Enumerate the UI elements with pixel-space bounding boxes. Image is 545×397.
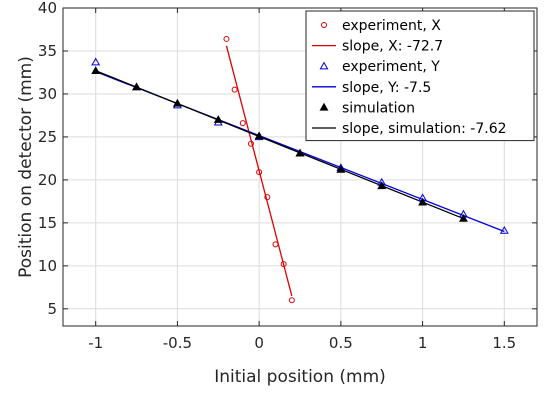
series-layer — [91, 35, 509, 304]
legend-entry-simulation: simulation — [319, 100, 415, 116]
data-point — [418, 197, 428, 206]
legend-entry-experiment-x: experiment, X — [321, 18, 441, 34]
y-tick-label: 15 — [38, 214, 57, 232]
legend-entry-slope-simulation-7-62: slope, simulation: -7.62 — [312, 121, 507, 137]
data-point — [336, 164, 346, 173]
data-point — [231, 86, 238, 93]
data-point — [239, 120, 246, 127]
legend-swatch — [319, 102, 329, 111]
series-slope-x-72-7 — [225, 45, 293, 297]
legend-entry-slope-y-7-5: slope, Y: -7.5 — [312, 80, 431, 96]
x-tick-label: 1.5 — [492, 334, 516, 352]
data-point — [91, 66, 101, 74]
data-point — [132, 82, 142, 91]
series-slope-simulation-7-62 — [95, 70, 464, 220]
legend-label: slope, X: -72.7 — [342, 39, 443, 55]
legend-label: experiment, Y — [342, 59, 440, 75]
axes: -1 -0.5 0 0.5 1 1.5 5 10 15 20 25 30 35 40 — [38, 0, 537, 352]
legend-entry-experiment-y: experiment, Y — [319, 59, 440, 75]
y-tick-label: 10 — [38, 257, 57, 275]
y-tick-label: 5 — [47, 300, 57, 318]
data-point — [288, 297, 295, 304]
x-tick-label: -1 — [88, 334, 103, 352]
data-point — [223, 35, 230, 42]
y-tick-label: 25 — [38, 128, 57, 146]
y-tick-label: 30 — [38, 85, 57, 103]
y-axis-label: Position on detector (mm) — [16, 56, 36, 278]
legend-label: slope, simulation: -7.62 — [342, 121, 507, 137]
x-tick-label: 1 — [418, 334, 428, 352]
data-point — [272, 241, 279, 248]
legend-swatch — [321, 22, 327, 28]
data-point — [247, 140, 254, 147]
data-point — [256, 169, 263, 176]
data-point — [377, 181, 387, 190]
legend-label: simulation — [342, 100, 415, 116]
y-tick-label: 20 — [38, 171, 57, 189]
data-point — [499, 225, 509, 234]
fit-line-slope-simulation-7-62 — [95, 70, 464, 220]
legend-box — [305, 10, 535, 142]
y-tick-label: 40 — [38, 0, 57, 17]
data-point — [295, 148, 305, 157]
legend: experiment, X slope, X: -72.7 experiment, … — [305, 10, 535, 142]
legend-entry-slope-x-72-7: slope, X: -72.7 — [312, 39, 443, 55]
legend-label: slope, Y: -7.5 — [342, 80, 431, 96]
x-axis-label: Initial position (mm) — [214, 367, 386, 387]
data-point — [264, 194, 271, 201]
data-point — [458, 213, 468, 222]
y-tick-label: 35 — [38, 42, 57, 60]
x-tick-label: 0 — [254, 334, 264, 352]
series-simulation — [91, 66, 468, 222]
fit-line-slope-x-72-7 — [225, 45, 293, 297]
series-experiment-x — [223, 35, 295, 304]
plot-frame — [62, 7, 538, 327]
data-point — [213, 115, 223, 123]
data-point — [172, 98, 182, 107]
legend-swatch — [319, 61, 329, 70]
data-point — [280, 261, 287, 268]
data-point — [254, 131, 264, 140]
legend-label: experiment, X — [342, 18, 441, 34]
data-point — [91, 57, 101, 66]
x-tick-label: -0.5 — [163, 334, 192, 352]
x-tick-label: 0.5 — [329, 334, 353, 352]
